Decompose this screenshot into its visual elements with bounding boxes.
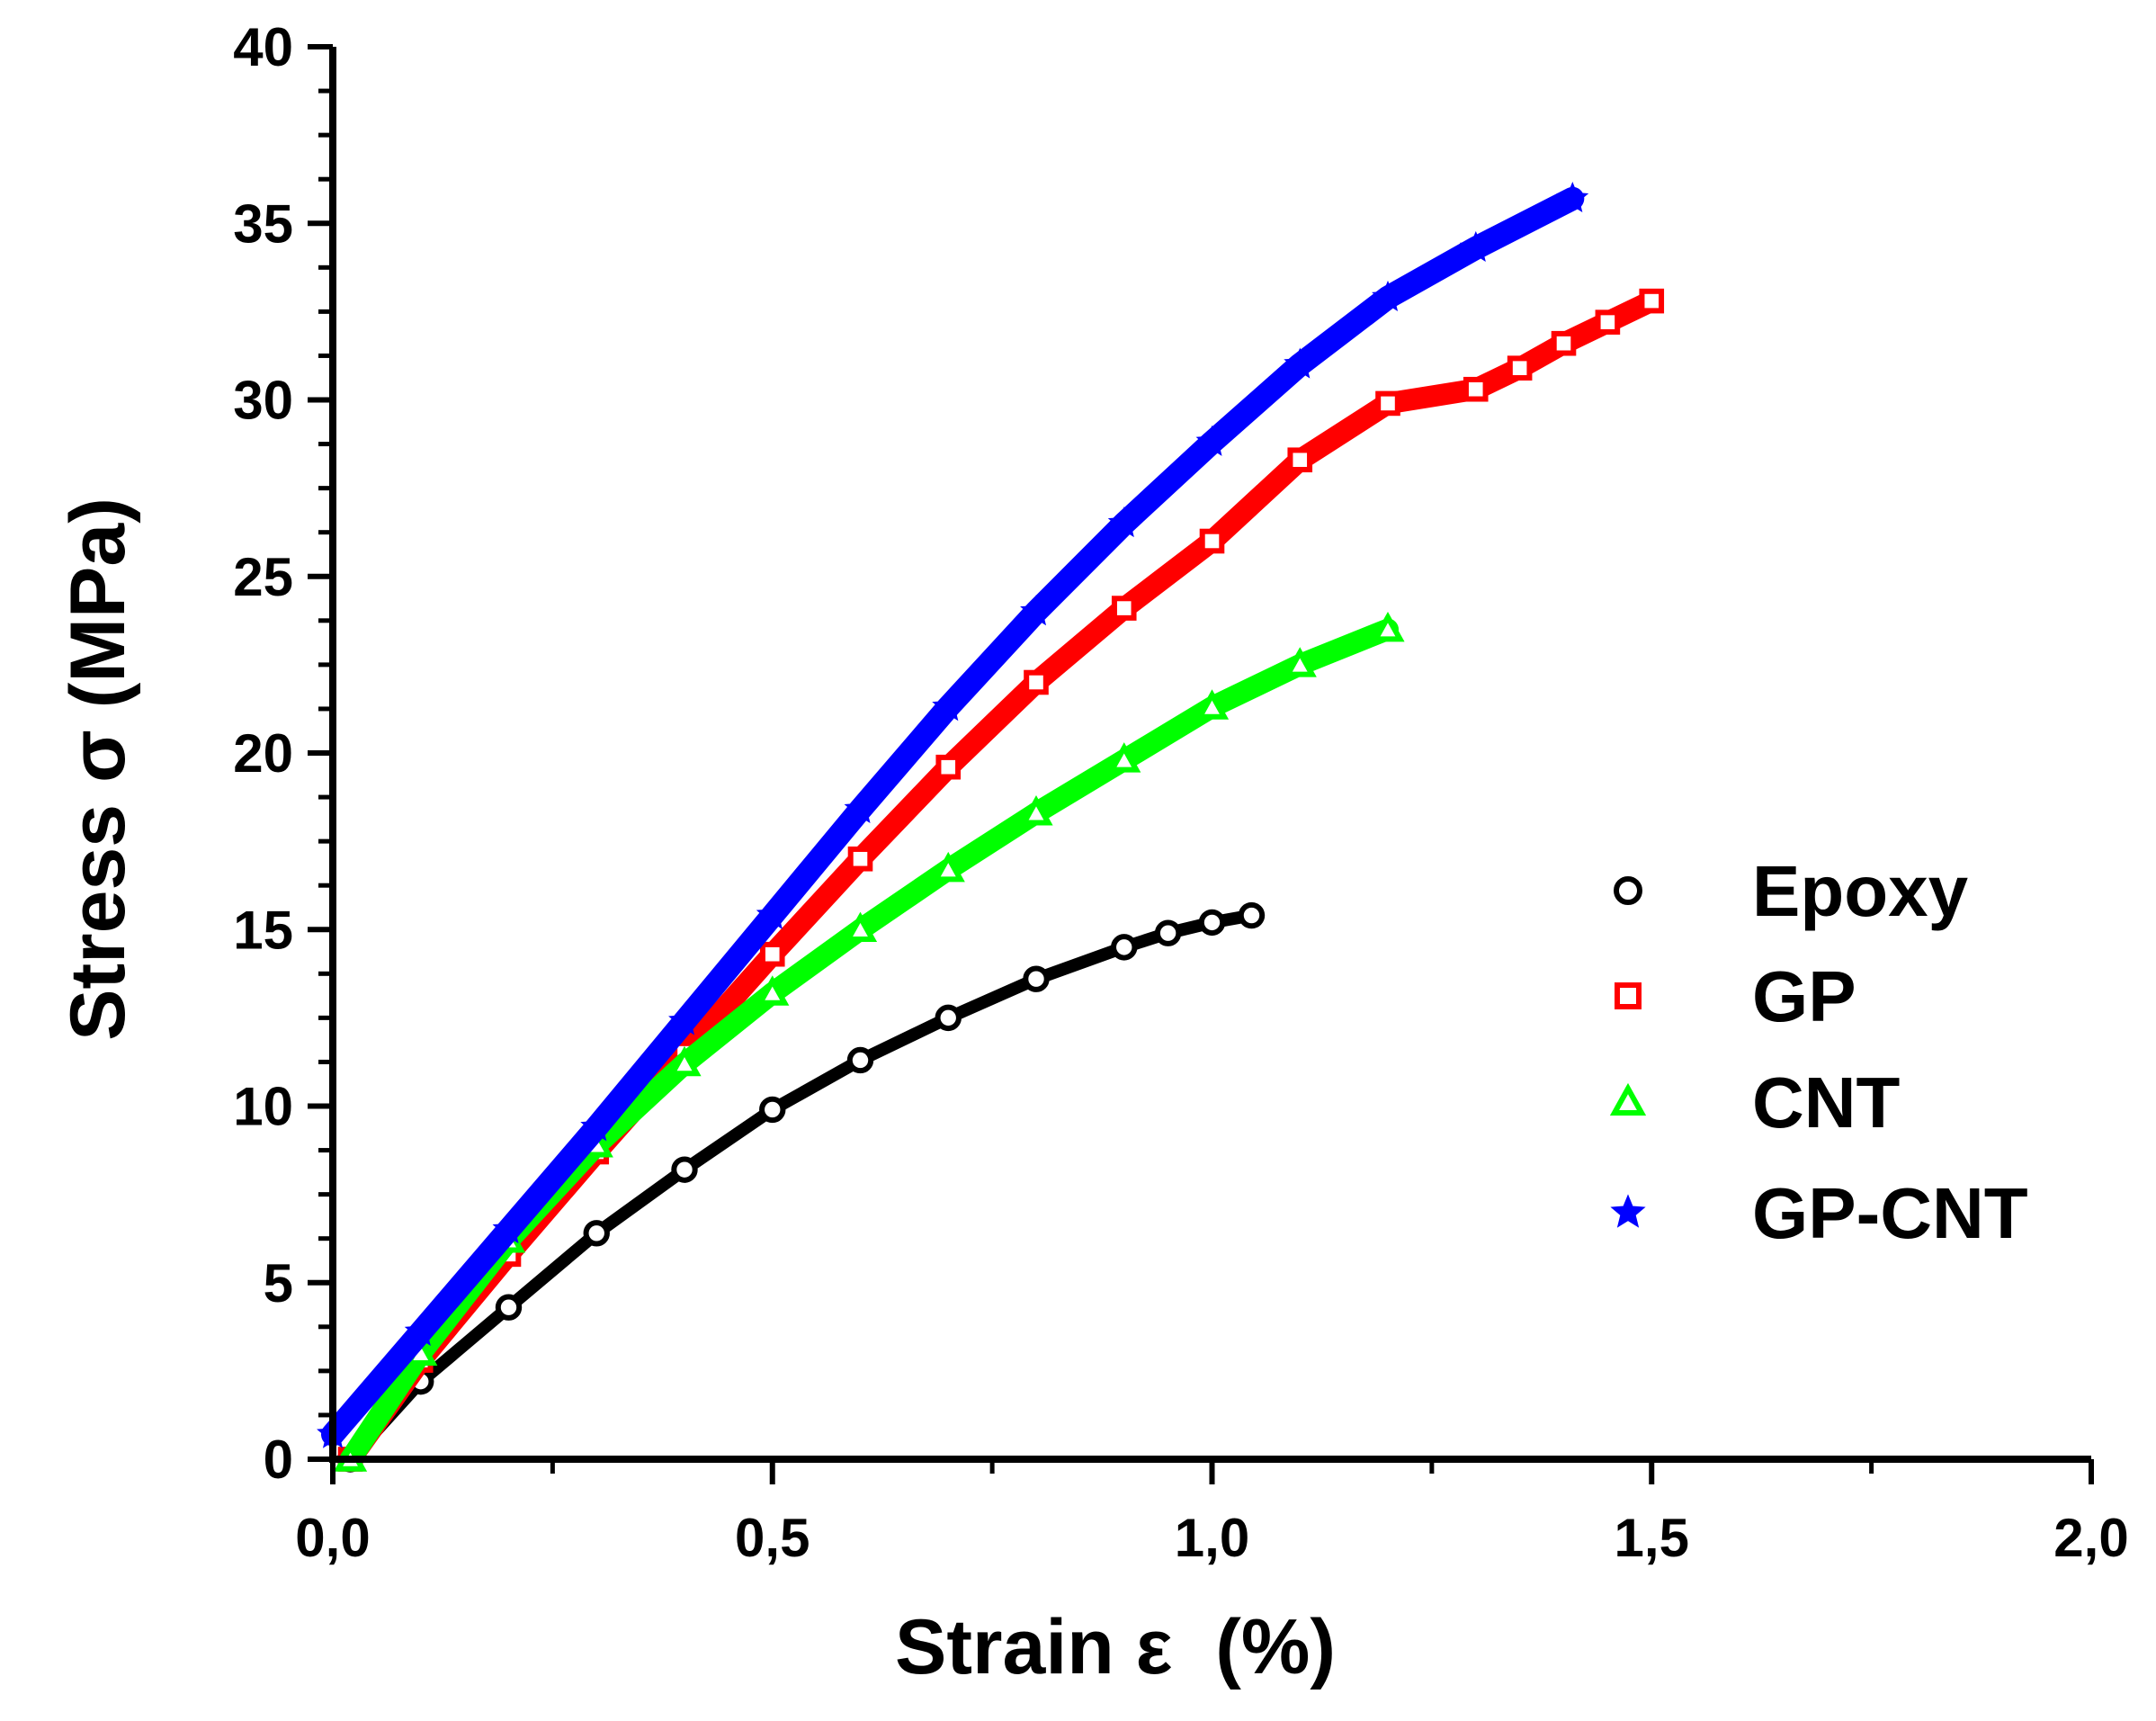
y-tick-label: 35 xyxy=(233,193,293,254)
series-cnt xyxy=(333,611,1405,1472)
data-point xyxy=(1199,528,1225,554)
data-point xyxy=(495,1294,523,1321)
data-point xyxy=(1287,447,1313,473)
legend-label: CNT xyxy=(1752,1062,1901,1143)
x-tick-label: 0,5 xyxy=(735,1508,810,1568)
data-point xyxy=(1284,347,1317,379)
data-point xyxy=(935,1004,962,1032)
data-point xyxy=(843,911,878,943)
y-tick-label: 25 xyxy=(233,547,293,607)
data-point xyxy=(759,941,785,967)
x-tick-label: 1,0 xyxy=(1175,1508,1249,1568)
data-point xyxy=(756,898,789,929)
data-point xyxy=(1551,330,1577,356)
data-point xyxy=(1107,742,1141,773)
data-point xyxy=(1154,919,1182,946)
legend-item: Epoxy xyxy=(1614,851,1969,931)
x-tick-label: 1,5 xyxy=(1615,1508,1689,1568)
data-point xyxy=(667,1045,702,1077)
series-line xyxy=(339,618,1399,1470)
series-line xyxy=(339,290,1663,1470)
legend-marker xyxy=(1609,1082,1647,1116)
data-point xyxy=(1507,355,1533,381)
y-tick-label: 15 xyxy=(233,900,293,960)
y-tick-label: 5 xyxy=(264,1253,293,1313)
data-point xyxy=(1195,425,1229,456)
legend: Epoxy GP CNT GP-CNT xyxy=(1609,851,2028,1253)
legend-label: Epoxy xyxy=(1752,851,1969,931)
legend-item: GP xyxy=(1615,956,1856,1036)
legend-label: GP xyxy=(1752,956,1856,1036)
data-point xyxy=(1019,795,1053,826)
y-tick-label: 30 xyxy=(233,371,293,431)
data-point xyxy=(1283,647,1317,677)
series-line xyxy=(344,909,1258,1466)
data-point xyxy=(1459,230,1492,262)
data-point xyxy=(1372,280,1404,311)
data-point xyxy=(847,846,873,872)
legend-marker xyxy=(1615,982,1642,1009)
legend-marker xyxy=(1614,876,1642,905)
data-point xyxy=(932,690,965,722)
data-point xyxy=(1111,596,1137,621)
y-tick-label: 40 xyxy=(233,17,293,77)
x-tick-label: 0,0 xyxy=(295,1508,370,1568)
x-axis-title: Strain ε (%) xyxy=(895,1604,1336,1690)
legend-item: CNT xyxy=(1609,1062,1901,1143)
series-epoxy xyxy=(336,901,1266,1473)
data-point xyxy=(1595,309,1621,335)
data-point xyxy=(580,1110,613,1142)
legend-item: GP-CNT xyxy=(1610,1173,2028,1253)
legend-label: GP-CNT xyxy=(1752,1173,2028,1253)
x-tick-label: 2,0 xyxy=(2053,1508,2128,1568)
data-point xyxy=(1238,901,1266,929)
data-point xyxy=(1556,181,1589,213)
series-gp xyxy=(337,288,1665,1472)
data-point xyxy=(935,754,962,780)
data-point xyxy=(671,1156,698,1183)
data-point xyxy=(1198,909,1226,937)
ticks-layer: 0,0 0,5 1,0 1,5 2,0 0 5 10 15 20 25 30 35 40 xyxy=(233,17,2128,1568)
data-point xyxy=(1107,506,1141,538)
y-tick-label: 10 xyxy=(233,1077,293,1137)
y-tick-label: 0 xyxy=(264,1430,293,1490)
data-point xyxy=(844,792,877,824)
data-point xyxy=(1639,288,1665,314)
data-point xyxy=(1463,376,1489,402)
series-layer xyxy=(317,181,1665,1473)
data-point xyxy=(1020,595,1052,626)
data-point xyxy=(668,1004,701,1035)
data-point xyxy=(1194,689,1230,720)
data-point xyxy=(846,1046,874,1074)
data-point xyxy=(759,1096,786,1124)
data-point xyxy=(1024,669,1049,695)
data-point xyxy=(1371,611,1405,642)
data-point xyxy=(1111,934,1138,961)
data-point xyxy=(492,1213,525,1244)
data-point xyxy=(756,975,790,1006)
data-point xyxy=(404,1314,437,1346)
data-point xyxy=(1375,390,1400,417)
legend-marker xyxy=(1610,1194,1646,1228)
y-axis-title: Stress σ (MPa) xyxy=(55,497,141,1041)
data-point xyxy=(931,851,965,883)
data-point xyxy=(583,1220,610,1247)
y-tick-label: 20 xyxy=(233,723,293,784)
data-point xyxy=(1023,965,1050,992)
